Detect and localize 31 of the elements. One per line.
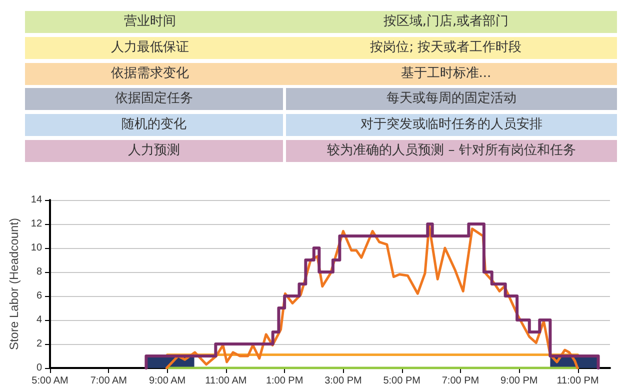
- text: 较为准确的人员预测 – 针对所有岗位和任务: [286, 140, 617, 162]
- category-label: 依据需求变化: [25, 62, 275, 85]
- x-tick-label: 11:00 AM: [205, 376, 247, 386]
- text: 对于突发或临时任务的人员安排: [286, 114, 617, 136]
- category-label: 人力最低保证: [25, 36, 275, 59]
- text: 按岗位; 按天或者工作时段: [275, 36, 617, 59]
- category-label: 随机的变化: [25, 114, 283, 136]
- y-tick-label: 6: [36, 290, 42, 302]
- x-tick-label: 5:00 AM: [32, 376, 68, 386]
- x-tick-label: 7:00 AM: [90, 376, 128, 386]
- text: 基于工时标准...: [275, 62, 617, 85]
- category-label: 营业时间: [25, 11, 275, 33]
- category-label: 依据固定任务: [25, 88, 283, 110]
- y-tick-label: 10: [30, 242, 42, 254]
- y-tick-label: 8: [36, 266, 42, 278]
- x-tick-label: 11:00 PM: [556, 376, 599, 386]
- x-tick-label: 5:00 PM: [383, 376, 420, 386]
- y-tick-label: 14: [30, 194, 42, 206]
- y-tick-label: 2: [36, 338, 42, 350]
- x-tick-label: 1:00 PM: [266, 376, 304, 386]
- text: 每天或每周的固定活动: [286, 88, 617, 110]
- x-tick-label: 7:00 PM: [442, 376, 480, 386]
- y-axis-title: Store Labor (Headcount): [7, 218, 21, 350]
- x-tick-label: 3:00 PM: [324, 376, 362, 386]
- y-tick-label: 12: [30, 218, 42, 230]
- text: 按区域,门店,或者部门: [275, 11, 617, 33]
- x-tick-label: 9:00 PM: [500, 376, 538, 386]
- y-tick-label: 0: [36, 362, 42, 374]
- y-tick-label: 4: [36, 314, 42, 326]
- category-label: 人力预测: [25, 140, 283, 162]
- x-tick-label: 9:00 AM: [148, 376, 186, 386]
